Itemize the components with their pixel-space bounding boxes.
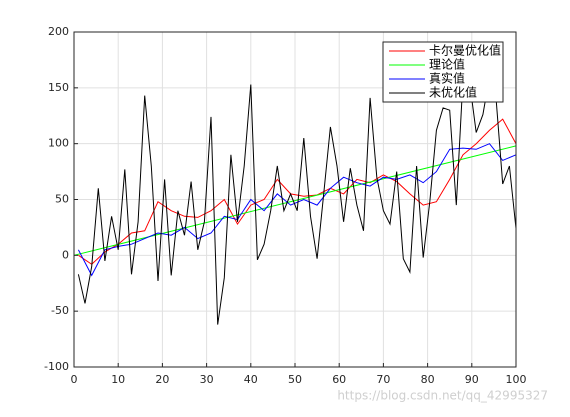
x-tick-label: 90	[465, 373, 479, 386]
y-tick-label: -50	[51, 304, 69, 317]
x-tick-label: 80	[421, 373, 435, 386]
y-tick-label: 50	[55, 193, 69, 206]
x-tick-label: 60	[332, 373, 346, 386]
series-line	[78, 118, 517, 265]
x-tick-label: 30	[200, 373, 214, 386]
series-line	[77, 76, 517, 325]
y-tick-label: 150	[48, 81, 69, 94]
legend-label: 未优化值	[429, 85, 477, 100]
legend-label: 卡尔曼优化值	[429, 43, 501, 58]
legend-label: 理论值	[429, 57, 465, 72]
y-tick-label: -100	[44, 360, 69, 373]
y-tick-label: 0	[62, 248, 69, 261]
x-tick-label: 10	[111, 373, 125, 386]
x-tick-label: 40	[244, 373, 258, 386]
legend-box	[382, 41, 504, 103]
y-tick-label: 100	[48, 137, 69, 150]
legend-label: 真实值	[429, 71, 465, 86]
watermark: https://blog.csdn.net/qq_42995327	[337, 389, 548, 403]
y-tick-label: 200	[48, 25, 69, 38]
x-tick-label: 0	[71, 373, 78, 386]
x-tick-label: 50	[288, 373, 302, 386]
x-tick-label: 70	[376, 373, 390, 386]
series-line	[77, 143, 517, 277]
x-tick-label: 20	[155, 373, 169, 386]
x-tick-label: 100	[506, 373, 527, 386]
